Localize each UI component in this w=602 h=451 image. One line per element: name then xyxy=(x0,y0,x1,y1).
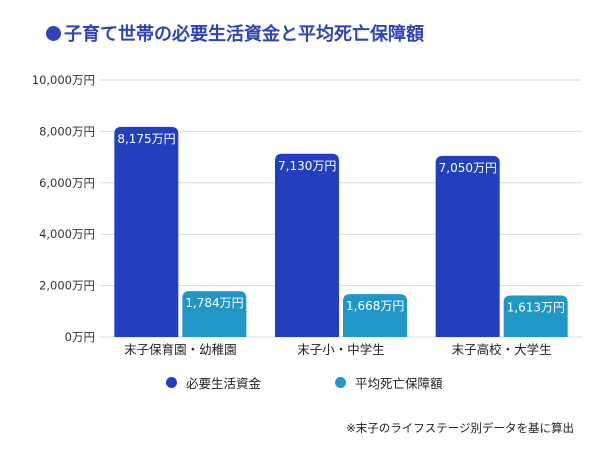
footnote: ※末子のライフステージ別データを基に算出 xyxy=(346,421,574,435)
bar-death xyxy=(182,291,247,337)
x-tick-label: 末子高校・大学生 xyxy=(452,342,552,357)
chart-title: 子育て世帯の必要生活資金と平均死亡保障額 xyxy=(46,20,424,46)
legend-swatch-living xyxy=(166,377,177,388)
bar-death xyxy=(343,294,407,337)
bar-chart: 0万円 2,000万円 4,000万円 6,000万円 8,000万円 10,000万円 8… xyxy=(32,73,582,357)
legend-swatch-death xyxy=(335,377,346,388)
y-tick-label: 2,000万円 xyxy=(39,279,95,293)
data-label: 7,050万円 xyxy=(439,161,497,175)
x-tick-label: 末子保育園・幼稚園 xyxy=(124,342,237,357)
data-label: 1,613万円 xyxy=(507,301,565,315)
bar-living xyxy=(435,155,500,337)
bar-living xyxy=(114,126,179,337)
legend-item-death: 平均死亡保障額 xyxy=(335,373,443,392)
y-tick-label: 6,000万円 xyxy=(39,176,95,190)
y-tick-label: 8,000万円 xyxy=(39,124,95,138)
chart-legend: 必要生活資金 平均死亡保障額 xyxy=(0,373,602,395)
y-tick-label: 4,000万円 xyxy=(39,227,95,241)
data-label: 1,668万円 xyxy=(346,299,404,313)
legend-label-living: 必要生活資金 xyxy=(186,376,262,391)
legend-label-death: 平均死亡保障額 xyxy=(355,376,443,391)
x-tick-label: 末子小・中学生 xyxy=(297,342,385,357)
chart-title-text: 子育て世帯の必要生活資金と平均死亡保障額 xyxy=(64,24,424,45)
y-tick-label: 0万円 xyxy=(65,330,95,344)
title-bullet-icon xyxy=(46,25,61,41)
data-label: 1,784万円 xyxy=(185,296,243,310)
bar-death xyxy=(503,295,568,337)
y-tick-label: 10,000万円 xyxy=(32,73,95,87)
bar-living xyxy=(275,153,339,337)
data-label: 7,130万円 xyxy=(278,159,336,173)
legend-item-living: 必要生活資金 xyxy=(166,373,261,392)
data-label: 8,175万円 xyxy=(117,132,175,146)
